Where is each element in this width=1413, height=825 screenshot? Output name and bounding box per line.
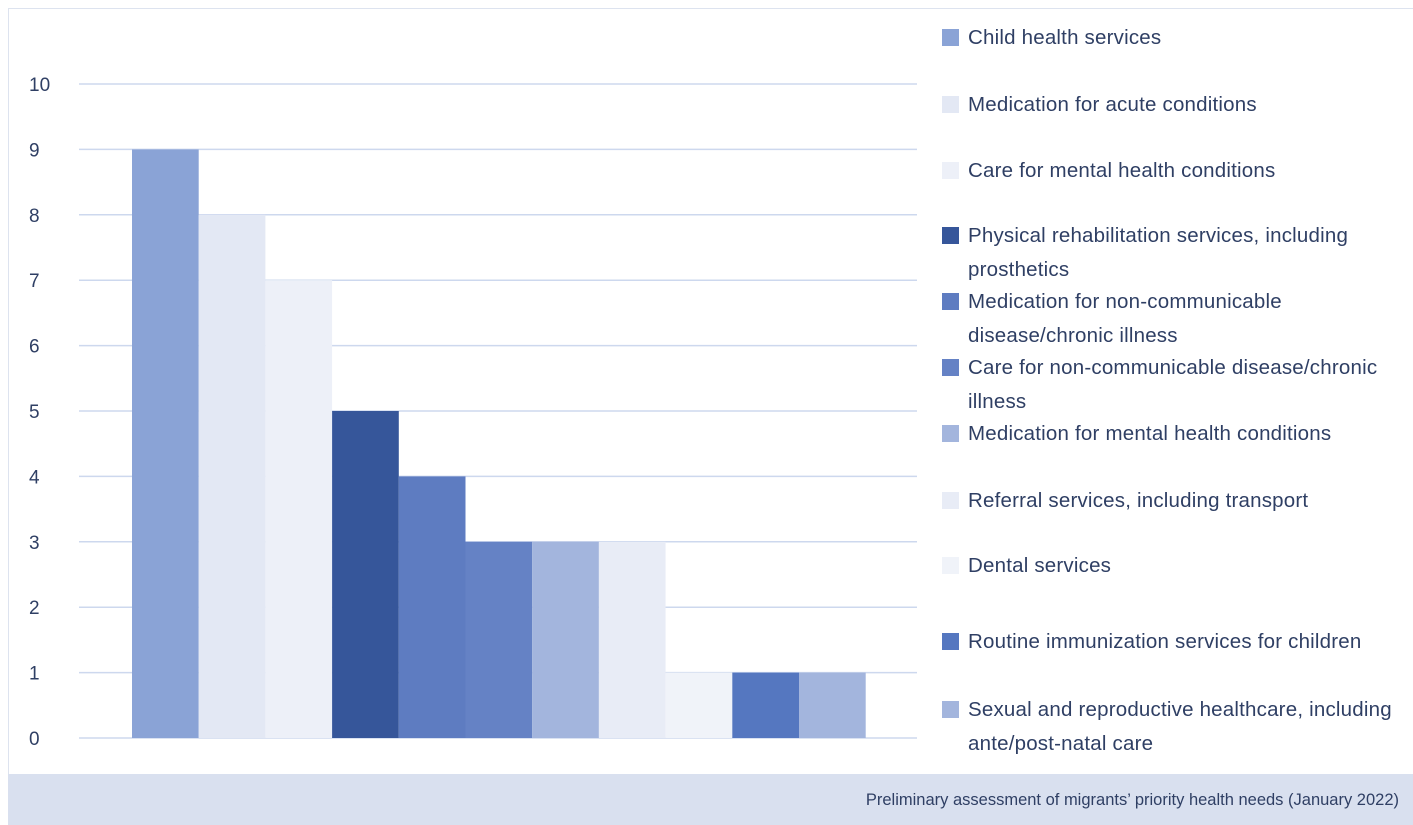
- legend-swatch: [942, 359, 959, 376]
- caption-bar: Preliminary assessment of migrants’ prio…: [8, 774, 1413, 825]
- bar: [132, 149, 199, 738]
- legend-label: Sexual and reproductive healthcare, incl…: [968, 698, 1392, 755]
- bar: [532, 541, 599, 738]
- bar: [332, 411, 399, 738]
- bar-chart: 0 1 2 3 4 5 6 7 8 9 10: [29, 75, 917, 750]
- legend-swatch: [942, 633, 959, 650]
- legend-item: Care for mental health conditions: [942, 154, 1402, 188]
- y-tick-label: 0: [29, 729, 40, 750]
- legend-label: Medication for non-communicable disease/…: [968, 290, 1282, 347]
- legend-item: Child health services: [942, 21, 1402, 55]
- legend-item: Medication for acute conditions: [942, 88, 1402, 122]
- legend-item: Routine immunization services for childr…: [942, 625, 1402, 659]
- y-tick-label: 5: [29, 402, 40, 423]
- legend-label: Care for mental health conditions: [968, 159, 1276, 182]
- legend-label: Physical rehabilitation services, includ…: [968, 224, 1349, 281]
- y-tick-label: 1: [29, 664, 40, 685]
- y-tick-label: 2: [29, 598, 40, 619]
- legend-label: Child health services: [968, 26, 1162, 49]
- legend-item: Medication for mental health conditions: [942, 417, 1402, 451]
- legend-label: Medication for acute conditions: [968, 93, 1257, 116]
- caption-text: Preliminary assessment of migrants’ prio…: [865, 791, 1399, 809]
- legend-item: Medication for non-communicable disease/…: [942, 285, 1402, 353]
- legend-swatch: [942, 227, 959, 244]
- legend-swatch: [942, 492, 959, 509]
- legend-item: Physical rehabilitation services, includ…: [942, 219, 1402, 287]
- chart-area: 0 1 2 3 4 5 6 7 8 9 10: [8, 8, 1413, 774]
- legend-label: Routine immunization services for childr…: [968, 630, 1362, 653]
- legend-label: Dental services: [968, 554, 1112, 577]
- legend-item: Sexual and reproductive healthcare, incl…: [942, 693, 1402, 761]
- legend: Child health services Medication for acut…: [942, 0, 1412, 774]
- y-tick-label: 9: [29, 140, 40, 161]
- bar: [732, 672, 799, 738]
- legend-swatch: [942, 96, 959, 113]
- bar: [198, 214, 266, 739]
- legend-item: Dental services: [942, 549, 1402, 583]
- y-tick-label: 6: [29, 337, 40, 358]
- legend-swatch: [942, 425, 959, 442]
- bar: [799, 672, 866, 738]
- y-tick-label: 8: [29, 206, 40, 227]
- legend-swatch: [942, 293, 959, 310]
- y-tick-label: 3: [29, 533, 40, 554]
- bar: [398, 476, 466, 738]
- legend-label: Medication for mental health conditions: [968, 422, 1332, 445]
- bar: [598, 541, 666, 738]
- legend-item: Care for non-communicable disease/chroni…: [942, 351, 1402, 419]
- legend-swatch: [942, 701, 959, 718]
- bar: [465, 541, 533, 738]
- legend-swatch: [942, 557, 959, 574]
- legend-label: Referral services, including transport: [968, 489, 1309, 512]
- bar: [665, 672, 733, 738]
- y-tick-label: 4: [29, 467, 40, 488]
- y-tick-label: 10: [29, 75, 50, 96]
- y-tick-label: 7: [29, 271, 40, 292]
- legend-item: Referral services, including transport: [942, 484, 1402, 518]
- bar: [265, 280, 333, 738]
- legend-swatch: [942, 29, 959, 46]
- legend-label: Care for non-communicable disease/chroni…: [968, 356, 1378, 413]
- legend-swatch: [942, 162, 959, 179]
